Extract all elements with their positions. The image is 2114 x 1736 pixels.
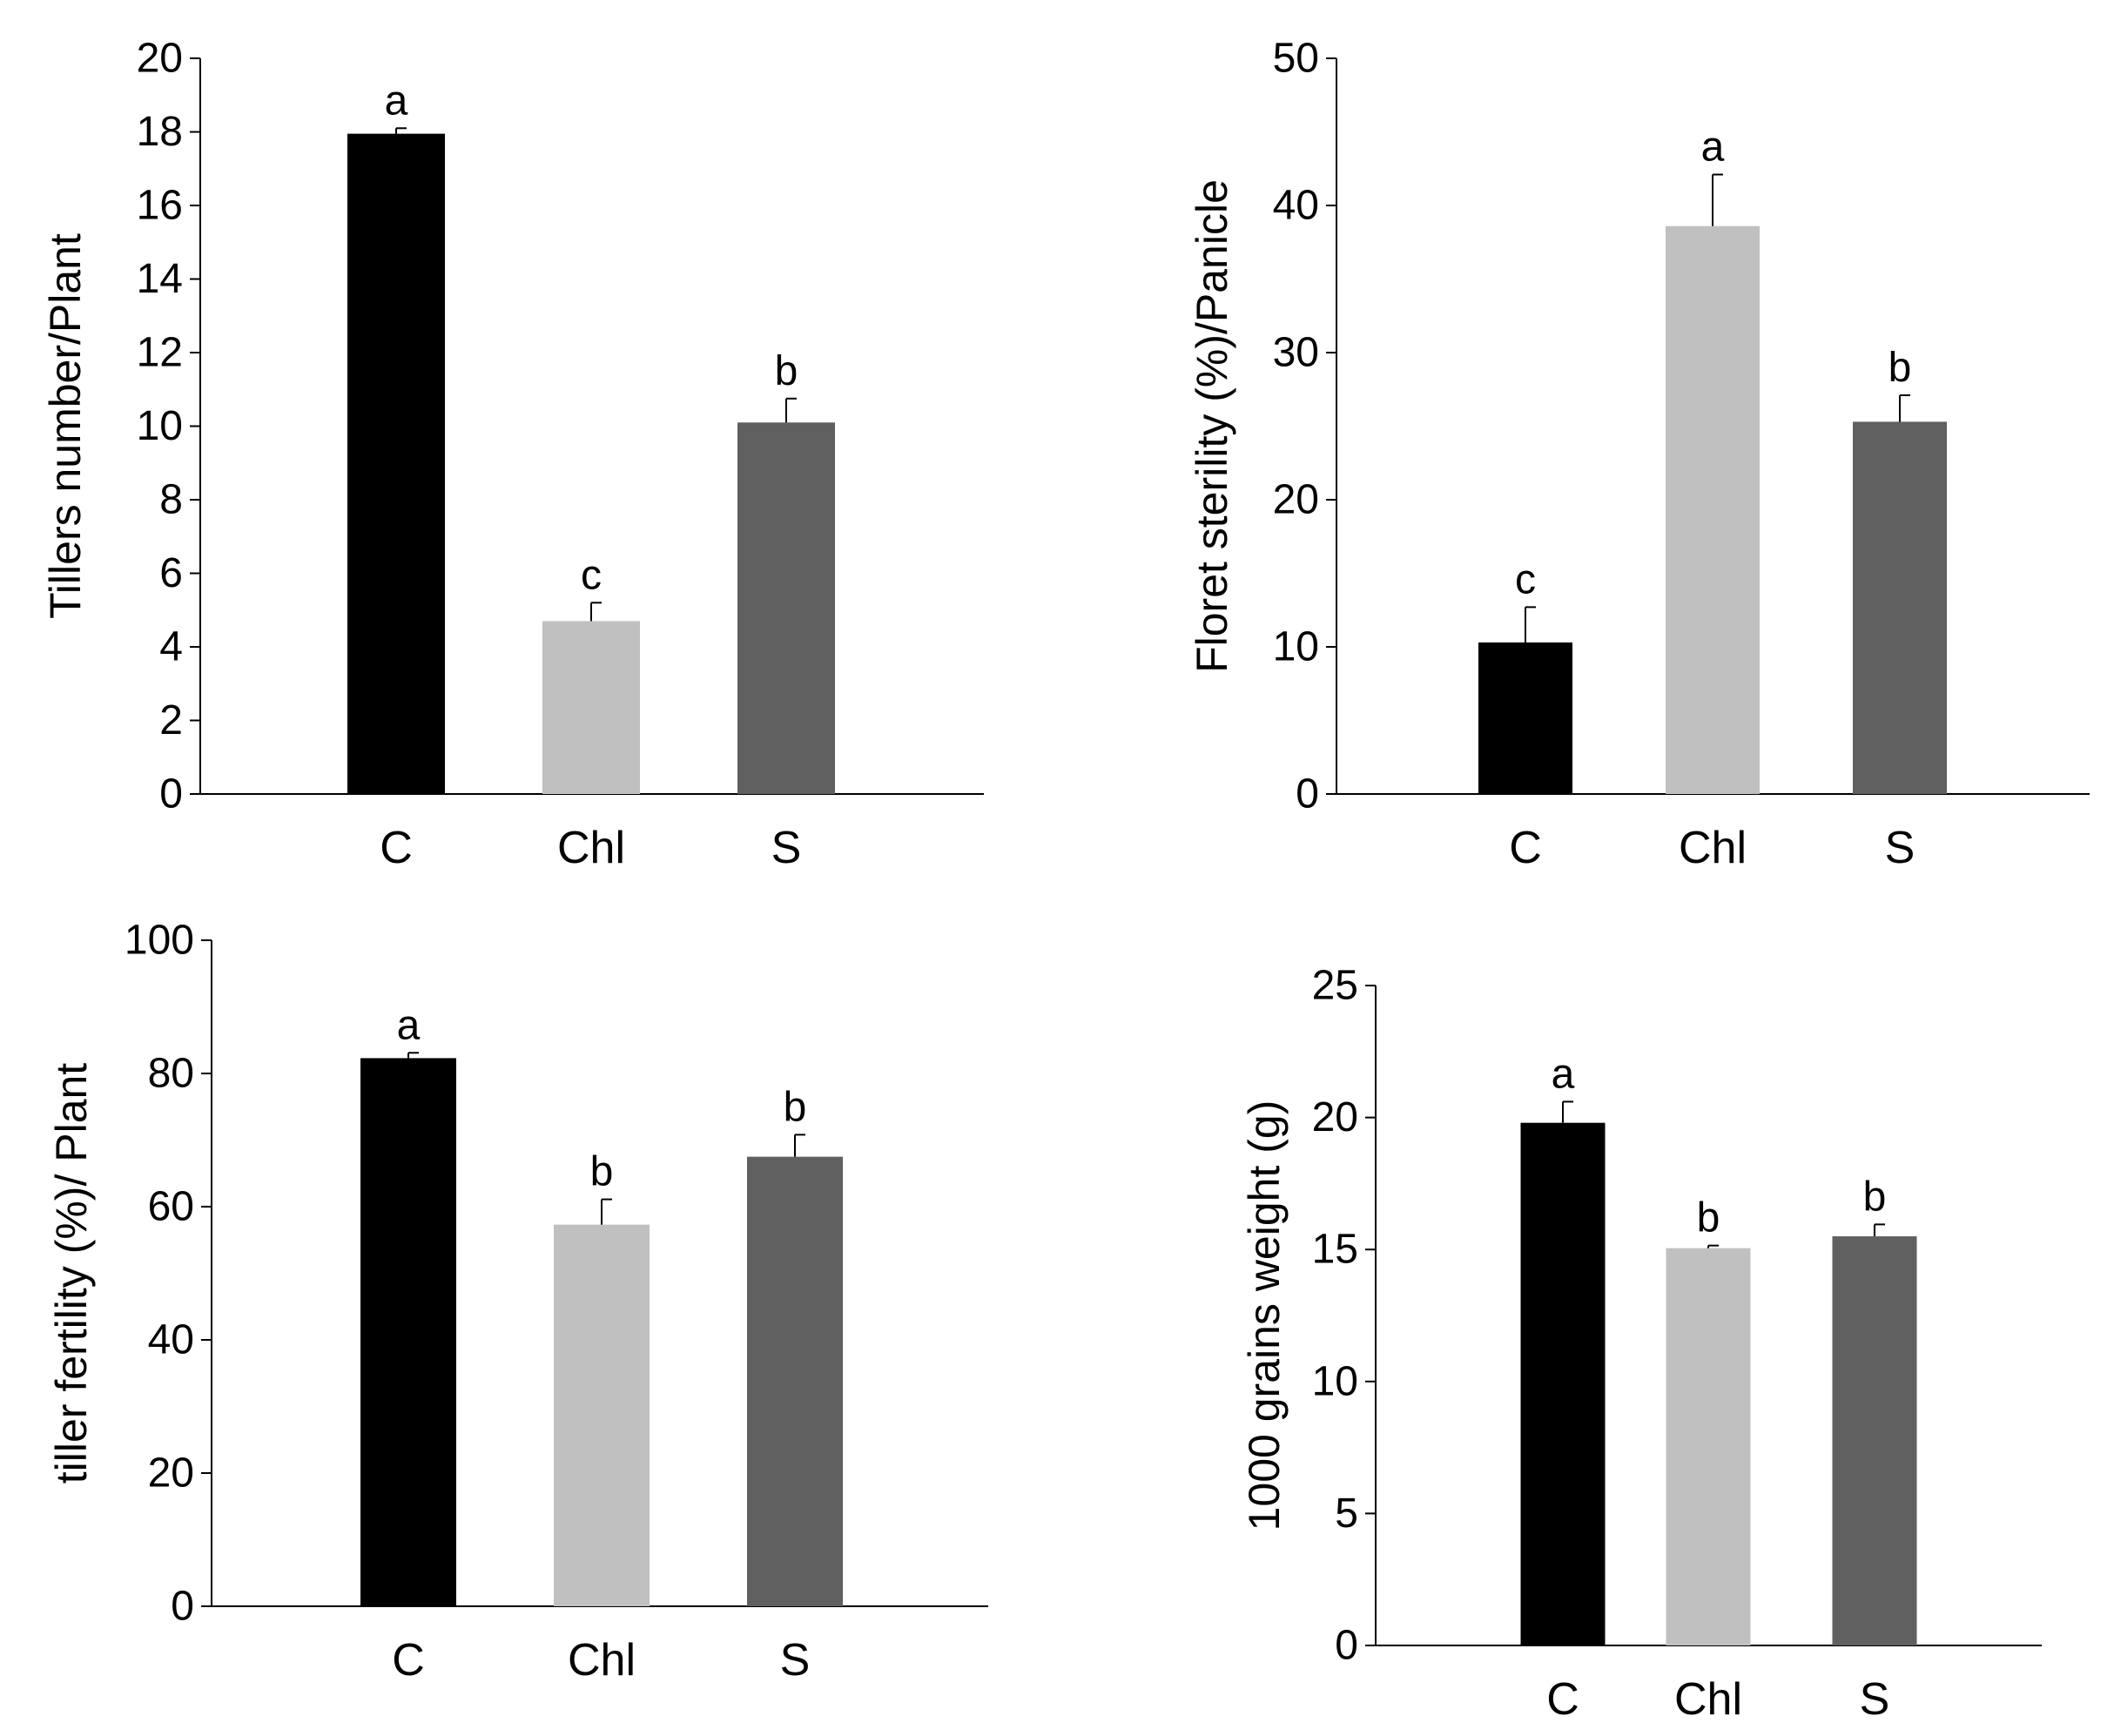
bar-s xyxy=(1832,1236,1917,1645)
x-category-label: S xyxy=(1860,1674,1890,1725)
y-tick-label: 18 xyxy=(137,109,183,155)
significance-letter: b xyxy=(775,348,798,394)
y-axis-title: Floret sterility (%)/Panicle xyxy=(1188,179,1236,673)
significance-letter: a xyxy=(397,1002,421,1048)
y-tick-label: 60 xyxy=(148,1184,194,1230)
y-tick-label: 50 xyxy=(1273,36,1319,82)
y-tick-label: 0 xyxy=(171,1584,194,1630)
y-tick-label: 15 xyxy=(1312,1227,1358,1273)
bar-c xyxy=(360,1058,456,1606)
y-axis-title: Tillers number/Plant xyxy=(41,233,90,619)
significance-letter: a xyxy=(385,77,408,124)
significance-letter: b xyxy=(1697,1195,1720,1241)
y-tick-label: 20 xyxy=(1273,477,1319,523)
y-tick-label: 10 xyxy=(1312,1358,1358,1404)
y-tick-label: 2 xyxy=(159,697,183,744)
y-tick-label: 6 xyxy=(159,550,183,596)
y-tick-label: 8 xyxy=(159,477,183,523)
significance-letter: b xyxy=(590,1149,614,1195)
significance-letter: b xyxy=(784,1084,807,1130)
x-category-label: S xyxy=(771,823,802,873)
y-tick-label: 30 xyxy=(1273,330,1319,376)
y-tick-label: 20 xyxy=(137,36,183,82)
x-category-label: Chl xyxy=(568,1635,636,1686)
y-tick-label: 10 xyxy=(137,403,183,449)
y-tick-label: 100 xyxy=(125,918,194,964)
bar-chl xyxy=(1666,225,1760,794)
significance-letter: c xyxy=(581,552,602,598)
y-tick-label: 16 xyxy=(137,183,183,229)
x-category-label: Chl xyxy=(1679,823,1747,873)
significance-letter: a xyxy=(1701,124,1725,171)
y-tick-label: 0 xyxy=(1296,771,1319,818)
y-tick-label: 25 xyxy=(1312,963,1358,1009)
bar-chl xyxy=(542,621,640,794)
y-tick-label: 40 xyxy=(148,1317,194,1363)
bar-s xyxy=(1853,421,1947,794)
significance-letter: b xyxy=(1863,1174,1887,1220)
x-category-label: C xyxy=(392,1635,425,1686)
significance-letter: a xyxy=(1552,1051,1575,1097)
bar-chl xyxy=(1666,1248,1751,1645)
x-category-label: S xyxy=(780,1635,811,1686)
bar-chl xyxy=(554,1224,650,1606)
y-tick-label: 10 xyxy=(1273,624,1319,670)
x-category-label: Chl xyxy=(1674,1674,1742,1725)
x-category-label: C xyxy=(1546,1674,1579,1725)
y-tick-label: 4 xyxy=(159,624,183,670)
y-tick-label: 20 xyxy=(1312,1094,1358,1141)
bar-s xyxy=(737,422,835,794)
y-axis-title: tiller fertility (%)/ Plant xyxy=(47,1063,96,1484)
bar-c xyxy=(347,133,445,795)
bar-c xyxy=(1478,642,1572,794)
significance-letter: c xyxy=(1515,556,1536,602)
y-axis-title: 1000 grains weight (g) xyxy=(1240,1100,1289,1531)
x-category-label: C xyxy=(1509,823,1542,873)
bar-c xyxy=(1520,1122,1606,1645)
y-tick-label: 5 xyxy=(1335,1490,1358,1537)
y-tick-label: 0 xyxy=(1335,1623,1358,1669)
x-category-label: Chl xyxy=(557,823,625,873)
y-tick-label: 14 xyxy=(137,256,183,302)
y-tick-label: 80 xyxy=(148,1051,194,1097)
y-tick-label: 12 xyxy=(137,330,183,376)
y-tick-label: 0 xyxy=(159,771,183,818)
bar-s xyxy=(747,1156,843,1606)
x-category-label: C xyxy=(380,823,413,873)
significance-letter: b xyxy=(1888,345,1912,391)
y-tick-label: 40 xyxy=(1273,183,1319,229)
x-category-label: S xyxy=(1885,823,1915,873)
y-tick-label: 20 xyxy=(148,1450,194,1497)
